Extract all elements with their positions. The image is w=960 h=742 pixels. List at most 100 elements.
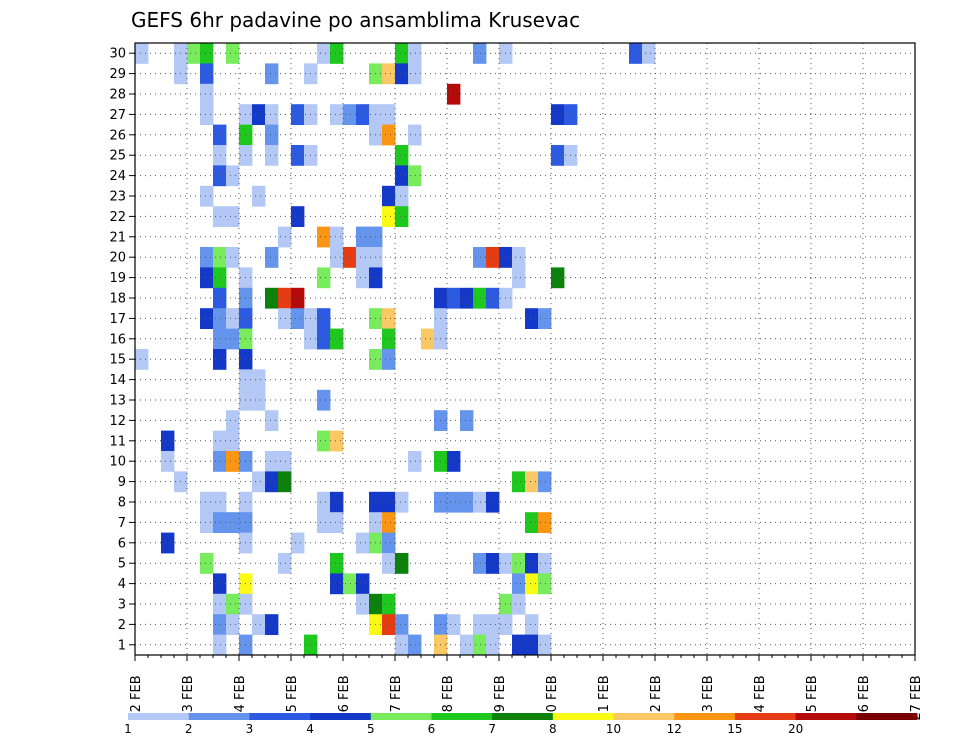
heatmap-cell	[161, 532, 175, 554]
heatmap-cell	[382, 185, 396, 207]
y-tick-label: 6	[118, 536, 126, 551]
heatmap-cell	[486, 491, 500, 513]
colorbar-label: 4	[306, 722, 314, 736]
heatmap-cell	[473, 634, 487, 656]
heatmap-cell	[343, 247, 357, 268]
heatmap-cell	[213, 247, 227, 268]
heatmap-cell	[382, 206, 396, 227]
heatmap-cell	[265, 451, 279, 472]
heatmap-cell	[213, 451, 227, 472]
heatmap-cell	[395, 165, 409, 187]
heatmap-cell	[395, 43, 409, 64]
heatmap-cell	[460, 287, 474, 309]
heatmap-cell	[512, 593, 526, 615]
x-tick-label: 26 FEB	[857, 675, 872, 720]
heatmap-cell	[135, 349, 149, 370]
y-tick-label: 8	[118, 496, 126, 511]
heatmap-cell	[356, 226, 370, 248]
heatmap-cell	[278, 226, 292, 248]
heatmap-cell	[512, 267, 526, 289]
colorbar-label: 6	[428, 722, 436, 736]
heatmap-cell	[265, 471, 279, 493]
heatmap-cell	[213, 634, 227, 656]
colorbar-swatch	[795, 713, 857, 720]
heatmap-cell	[408, 451, 422, 472]
x-tick-label: 25 FEB	[805, 675, 820, 720]
heatmap-cell	[486, 247, 500, 268]
heatmap-cell	[317, 328, 331, 350]
heatmap-cell	[447, 287, 461, 309]
heatmap-cell	[213, 328, 227, 350]
heatmap-cell	[187, 43, 201, 64]
heatmap-cell	[330, 247, 344, 268]
heatmap-cell	[265, 614, 279, 635]
colorbar-swatch	[552, 713, 615, 720]
heatmap-cell	[200, 512, 214, 533]
heatmap-cell	[330, 553, 344, 574]
colorbar-swatch	[431, 713, 493, 720]
heatmap-cell	[395, 63, 409, 85]
heatmap-cell	[330, 328, 344, 350]
heatmap-cell	[525, 553, 539, 574]
colorbar-label: 20	[788, 722, 803, 736]
y-tick-label: 9	[118, 475, 126, 490]
heatmap-cell	[525, 308, 539, 329]
heatmap-cell	[317, 389, 331, 411]
heatmap-cell	[226, 206, 240, 227]
heatmap-cell	[278, 287, 292, 309]
heatmap-cell	[265, 410, 279, 431]
heatmap-cell	[278, 451, 292, 472]
heatmap-cell	[356, 247, 370, 268]
colorbar-label: 1	[124, 722, 132, 736]
heatmap-cell	[265, 63, 279, 85]
heatmap-cell	[161, 430, 175, 452]
heatmap-cell	[486, 634, 500, 656]
heatmap-cell	[291, 308, 305, 329]
colorbar-swatch	[613, 713, 675, 720]
heatmap-cell	[551, 104, 565, 125]
heatmap-cell	[200, 185, 214, 207]
heatmap-cell	[473, 287, 487, 309]
heatmap-cell	[512, 471, 526, 493]
heatmap-cell	[200, 308, 214, 329]
y-tick-label: 17	[109, 312, 126, 327]
heatmap-cell	[525, 573, 539, 595]
heatmap-cell	[252, 614, 266, 635]
heatmap-cell	[226, 328, 240, 350]
y-tick-label: 29	[109, 67, 126, 82]
y-tick-label: 2	[118, 618, 126, 633]
heatmap-cell	[408, 124, 422, 146]
y-tick-label: 1	[118, 638, 126, 653]
colorbar-label: 2	[185, 722, 193, 736]
y-tick-label: 11	[109, 434, 126, 449]
colorbar-swatch	[492, 713, 554, 720]
heatmap-cell	[213, 206, 227, 227]
y-tick-label: 25	[109, 149, 126, 164]
x-tick-label: 12 FEB	[129, 675, 144, 720]
heatmap-cell	[330, 430, 344, 452]
heatmap-cell	[200, 267, 214, 289]
heatmap-cell	[447, 83, 461, 105]
colorbar-swatch	[310, 713, 372, 720]
heatmap-cell	[291, 145, 305, 166]
heatmap-cell	[382, 124, 396, 146]
y-tick-label: 19	[109, 271, 126, 286]
heatmap-cell	[538, 308, 552, 329]
heatmap-cell	[395, 206, 409, 227]
heatmap-cell	[200, 83, 214, 105]
heatmap-cell	[265, 145, 279, 166]
heatmap-cell	[278, 553, 292, 574]
x-tick-label: 22 FEB	[649, 675, 664, 720]
y-tick-label: 23	[109, 190, 126, 205]
heatmap-cell	[265, 124, 279, 146]
colorbar-swatch	[856, 713, 918, 720]
heatmap-cell	[252, 104, 266, 125]
x-axis: 12 FEB 13 FEB 14 FEB 15 FEB 16 FEB 17 FEB 18 F…	[129, 655, 924, 721]
colorbar-label: 5	[367, 722, 375, 736]
colorbar-label: 10	[606, 722, 621, 736]
heatmap-cell	[382, 614, 396, 635]
heatmap-cell	[317, 43, 331, 64]
heatmap-cell	[278, 471, 292, 493]
y-tick-label: 26	[109, 128, 126, 143]
